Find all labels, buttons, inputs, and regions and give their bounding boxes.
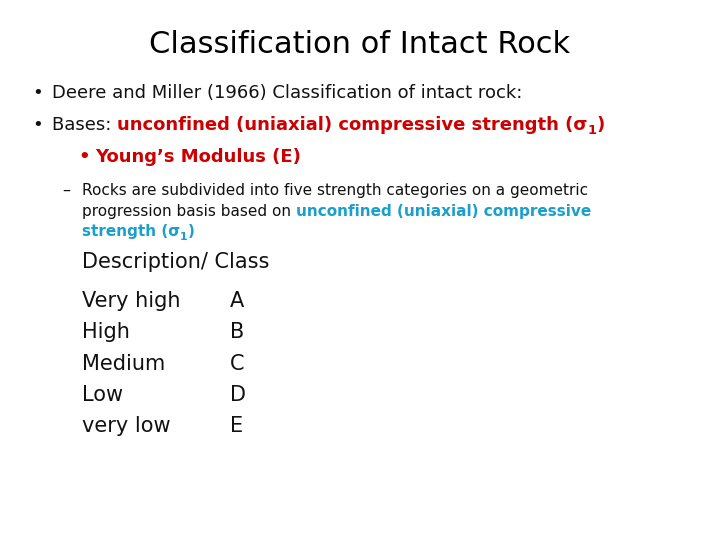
Text: High: High (82, 322, 130, 342)
Text: Rocks are subdivided into five strength categories on a geometric: Rocks are subdivided into five strength … (82, 183, 588, 198)
Text: B: B (230, 322, 244, 342)
Text: •: • (32, 116, 42, 134)
Text: Very high: Very high (82, 291, 181, 311)
Text: 1: 1 (588, 124, 596, 137)
Text: Medium: Medium (82, 354, 166, 374)
Text: Young’s Modulus (E): Young’s Modulus (E) (95, 148, 301, 166)
Text: very low: very low (82, 416, 171, 436)
Text: Description/ Class: Description/ Class (82, 252, 269, 272)
Text: A: A (230, 291, 244, 311)
Text: –: – (62, 183, 70, 198)
Text: unconfined (uniaxial) compressive: unconfined (uniaxial) compressive (296, 204, 591, 219)
Text: ): ) (188, 224, 194, 239)
Text: E: E (230, 416, 243, 436)
Text: •: • (32, 84, 42, 102)
Text: •: • (78, 148, 89, 166)
Text: C: C (230, 354, 245, 374)
Text: Deere and Miller (1966) Classification of intact rock:: Deere and Miller (1966) Classification o… (52, 84, 523, 102)
Text: D: D (230, 385, 246, 405)
Text: 1: 1 (180, 232, 188, 241)
Text: Classification of Intact Rock: Classification of Intact Rock (150, 30, 570, 59)
Text: ): ) (596, 116, 605, 134)
Text: progression basis based on: progression basis based on (82, 204, 296, 219)
Text: unconfined (uniaxial) compressive strength (σ: unconfined (uniaxial) compressive streng… (117, 116, 588, 134)
Text: strength (σ: strength (σ (82, 224, 180, 239)
Text: Low: Low (82, 385, 123, 405)
Text: Bases:: Bases: (52, 116, 117, 134)
